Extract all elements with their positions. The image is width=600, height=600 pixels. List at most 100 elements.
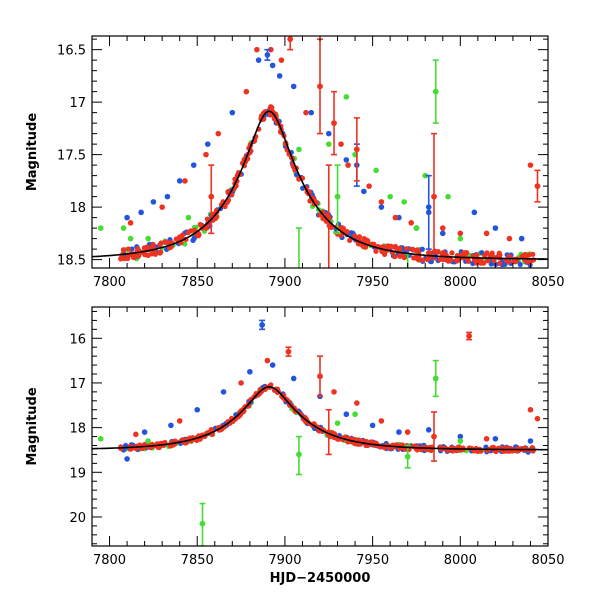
lightcurve-point <box>126 246 132 252</box>
plot-area <box>92 319 548 546</box>
data-point-blue <box>527 438 534 444</box>
lightcurve-point <box>504 447 510 453</box>
lightcurve-point <box>461 250 467 256</box>
x-tick-label: 8000 <box>444 553 477 568</box>
error-bar-red <box>331 90 338 156</box>
data-point-blue <box>396 429 402 435</box>
data-point-red <box>527 406 534 413</box>
data-point-green <box>387 193 393 200</box>
error-bar-red <box>285 346 292 357</box>
data-point-red <box>208 427 215 433</box>
error-bar-green <box>404 444 411 469</box>
lightcurve-point <box>203 225 209 231</box>
lightcurve-point <box>485 258 491 264</box>
data-point-blue <box>361 188 367 195</box>
data-point-red <box>408 220 415 226</box>
data-point-green <box>373 167 379 174</box>
data-point-green <box>97 435 104 442</box>
data-point-blue <box>124 214 130 221</box>
error-bar-green <box>295 227 302 268</box>
y-tick-label: 17 <box>69 377 86 392</box>
x-tick-label: 7850 <box>181 553 214 568</box>
data-point-blue <box>325 130 332 137</box>
data-point-red <box>392 214 399 221</box>
lightcurve-point <box>404 246 410 252</box>
lightcurve-point <box>385 243 391 249</box>
plot-area <box>92 36 548 268</box>
lightcurve-point <box>120 247 127 253</box>
lightcurve-point <box>361 236 367 242</box>
error-bar-red <box>287 36 294 51</box>
lightcurve-point <box>391 244 397 250</box>
data-point-blue <box>124 456 130 462</box>
data-point-blue <box>269 362 276 368</box>
x-tick-label: 7900 <box>268 553 301 568</box>
error-bar-red <box>317 355 323 398</box>
lightcurve-point <box>206 217 212 223</box>
data-point-blue <box>141 429 148 435</box>
model-curve <box>92 110 548 260</box>
error-bar-red <box>534 169 541 203</box>
data-point-blue <box>247 368 253 375</box>
lightcurve-point <box>448 257 454 263</box>
lightcurve-point <box>360 243 366 249</box>
data-point-red <box>534 415 541 422</box>
lightcurve-point <box>135 246 141 252</box>
data-point-blue <box>457 433 464 440</box>
x-tick-label: 8050 <box>531 553 564 568</box>
x-tick-label: 8000 <box>444 275 477 290</box>
data-point-red <box>182 178 188 184</box>
lightcurve-point <box>371 241 377 247</box>
x-tick-label: 7950 <box>356 553 389 568</box>
error-bar-red <box>317 38 323 135</box>
lightcurve-point <box>419 257 426 263</box>
data-point-red <box>264 357 271 364</box>
error-bar-green <box>295 435 302 476</box>
lightcurve-point <box>481 260 487 266</box>
lightcurve-point <box>145 252 151 259</box>
data-point-blue <box>308 109 315 116</box>
data-point-green <box>401 199 407 205</box>
lightcurve-point <box>373 248 379 254</box>
data-point-blue <box>492 435 499 442</box>
data-point-red <box>483 230 490 237</box>
y-tick-label: 16 <box>69 332 86 347</box>
data-point-blue <box>194 406 201 413</box>
data-point-red <box>457 230 464 237</box>
data-point-green <box>343 94 350 100</box>
lightcurve-point <box>484 250 490 256</box>
data-point-blue <box>150 199 157 205</box>
x-tick-label: 7900 <box>268 275 301 290</box>
lightcurve-point <box>121 256 127 262</box>
y-tick-label: 18 <box>69 422 86 437</box>
x-axis-title: HJD−2450000 <box>270 571 371 586</box>
lightcurve-point <box>222 203 228 210</box>
lightcurve-point <box>162 239 169 245</box>
lightcurve-point <box>424 256 431 263</box>
lightcurve-point <box>491 257 497 264</box>
data-point-red <box>127 220 134 226</box>
data-point-green <box>120 225 127 231</box>
data-point-blue <box>164 193 171 200</box>
lightcurve-point <box>150 241 156 248</box>
y-tick-label: 17 <box>69 96 86 111</box>
data-point-red <box>527 162 534 168</box>
error-bar-red <box>431 411 437 462</box>
data-point-green <box>145 438 151 444</box>
data-point-blue <box>518 235 525 242</box>
data-point-red <box>378 199 385 205</box>
data-point-red <box>254 46 260 53</box>
x-tick-label: 7850 <box>181 275 214 290</box>
y-tick-label: 20 <box>69 511 86 526</box>
data-point-green <box>325 141 332 147</box>
data-point-red <box>378 418 385 424</box>
data-point-green <box>445 193 451 200</box>
y-tick-label: 18.5 <box>57 254 86 269</box>
data-point-red <box>338 141 344 147</box>
error-bar-blue <box>425 174 432 250</box>
lightcurve-point <box>239 409 245 416</box>
data-point-green <box>185 214 192 221</box>
data-point-blue <box>269 62 276 69</box>
x-tick-label: 7950 <box>356 275 389 290</box>
data-point-blue <box>439 230 446 237</box>
